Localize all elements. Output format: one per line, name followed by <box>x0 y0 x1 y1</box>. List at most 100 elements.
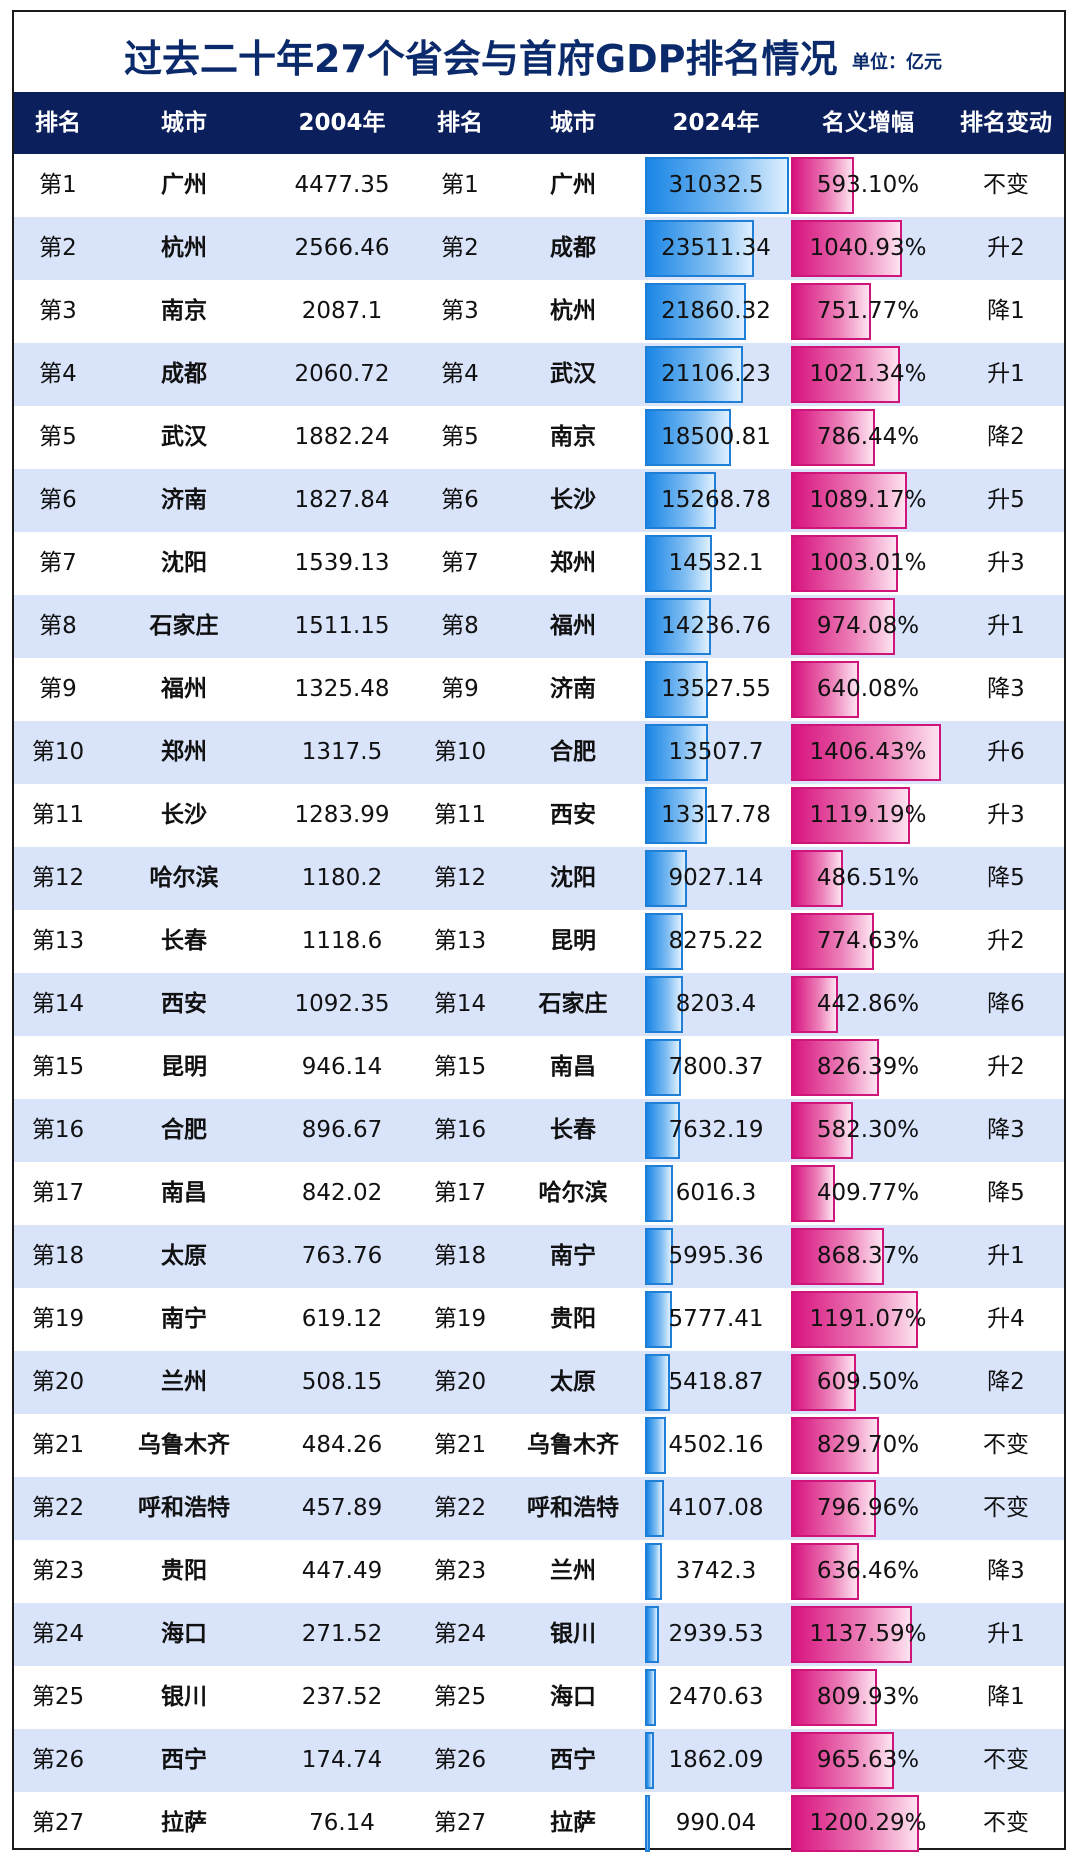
gdp-2024-cell: 31032.5 <box>668 172 764 198</box>
gdp-2024-bar <box>645 1732 654 1789</box>
gdp-2004-cell: 2566.46 <box>294 235 390 261</box>
city-2024-cell: 石家庄 <box>538 991 608 1017</box>
city-2004-cell: 哈尔滨 <box>149 865 219 891</box>
rank-change-cell: 降2 <box>987 424 1025 450</box>
city-2024-cell: 广州 <box>550 172 596 198</box>
gdp-2024-bar <box>645 850 687 907</box>
gdp-2004-cell: 1539.13 <box>294 550 390 576</box>
table-row: 第19 南宁 619.12 第19 贵阳 5777.41 1191.07% 升4 <box>14 1288 1064 1351</box>
growth-bar <box>791 598 895 655</box>
rank-2024-cell: 第10 <box>433 739 487 765</box>
rank-2004-cell: 第9 <box>39 676 77 702</box>
rank-2024-cell: 第26 <box>433 1747 487 1773</box>
table-row: 第5 武汉 1882.24 第5 南京 18500.81 786.44% 降2 <box>14 406 1064 469</box>
city-2004-cell: 西宁 <box>161 1747 207 1773</box>
table-row: 第7 沈阳 1539.13 第7 郑州 14532.1 1003.01% 升3 <box>14 532 1064 595</box>
gdp-2024-cell: 7632.19 <box>668 1117 764 1143</box>
gdp-2024-cell: 3742.3 <box>675 1558 757 1584</box>
rank-2004-cell: 第15 <box>31 1054 85 1080</box>
rank-change-cell: 升5 <box>987 487 1025 513</box>
rank-2024-cell: 第18 <box>433 1243 487 1269</box>
gdp-2004-cell: 763.76 <box>301 1243 383 1269</box>
gdp-2004-cell: 174.74 <box>301 1747 383 1773</box>
rank-change-cell: 降5 <box>987 865 1025 891</box>
city-2004-cell: 乌鲁木齐 <box>138 1432 230 1458</box>
gdp-2024-cell: 4107.08 <box>668 1495 764 1521</box>
city-2004-cell: 海口 <box>161 1621 207 1647</box>
table-row: 第12 哈尔滨 1180.2 第12 沈阳 9027.14 486.51% 降5 <box>14 847 1064 910</box>
rank-2024-cell: 第23 <box>433 1558 487 1584</box>
table-row: 第22 呼和浩特 457.89 第22 呼和浩特 4107.08 796.96% 不变 <box>14 1477 1064 1540</box>
rank-change-cell: 升2 <box>987 928 1025 954</box>
table-row: 第9 福州 1325.48 第9 济南 13527.55 640.08% 降3 <box>14 658 1064 721</box>
rank-2004-cell: 第27 <box>31 1810 85 1836</box>
city-2024-cell: 济南 <box>550 676 596 702</box>
growth-cell: 609.50% <box>816 1369 920 1395</box>
rank-2004-cell: 第12 <box>31 865 85 891</box>
rank-2024-cell: 第9 <box>441 676 479 702</box>
gdp-2004-cell: 1827.84 <box>294 487 390 513</box>
rank-2024-cell: 第20 <box>433 1369 487 1395</box>
gdp-2024-bar <box>645 1354 670 1411</box>
rank-change-cell: 不变 <box>983 1810 1029 1836</box>
growth-cell: 1021.34% <box>809 361 927 387</box>
gdp-2024-bar <box>645 1102 680 1159</box>
growth-cell: 442.86% <box>816 991 920 1017</box>
city-2004-cell: 兰州 <box>161 1369 207 1395</box>
city-2004-cell: 广州 <box>161 172 207 198</box>
rank-2024-cell: 第24 <box>433 1621 487 1647</box>
rank-2024-cell: 第25 <box>433 1684 487 1710</box>
rank-change-cell: 升1 <box>987 361 1025 387</box>
gdp-2024-cell: 21106.23 <box>661 361 771 387</box>
rank-2024-cell: 第11 <box>433 802 487 828</box>
gdp-2024-cell: 990.04 <box>675 1810 757 1836</box>
gdp-2024-bar <box>645 346 743 403</box>
city-2004-cell: 南宁 <box>161 1306 207 1332</box>
rank-2024-cell: 第13 <box>433 928 487 954</box>
gdp-2024-bar <box>645 1417 666 1474</box>
growth-bar <box>791 157 854 214</box>
rank-2004-cell: 第18 <box>31 1243 85 1269</box>
gdp-2024-bar <box>645 472 716 529</box>
rank-2004-cell: 第10 <box>31 739 85 765</box>
table-row: 第20 兰州 508.15 第20 太原 5418.87 609.50% 降2 <box>14 1351 1064 1414</box>
growth-cell: 1406.43% <box>809 739 927 765</box>
gdp-2004-cell: 1283.99 <box>294 802 390 828</box>
city-2004-cell: 武汉 <box>161 424 207 450</box>
gdp-2004-cell: 946.14 <box>301 1054 383 1080</box>
gdp-2024-cell: 21860.32 <box>661 298 771 324</box>
rank-change-cell: 升2 <box>987 1054 1025 1080</box>
gdp-2004-cell: 2060.72 <box>294 361 390 387</box>
city-2004-cell: 昆明 <box>161 1054 207 1080</box>
city-2004-cell: 石家庄 <box>149 613 219 639</box>
gdp-2024-cell: 8275.22 <box>668 928 764 954</box>
gdp-2024-bar <box>645 1795 650 1852</box>
gdp-2024-cell: 18500.81 <box>661 424 771 450</box>
rank-2004-cell: 第26 <box>31 1747 85 1773</box>
table-row: 第15 昆明 946.14 第15 南昌 7800.37 826.39% 升2 <box>14 1036 1064 1099</box>
gdp-2024-bar <box>645 409 731 466</box>
growth-cell: 1191.07% <box>809 1306 927 1332</box>
city-2024-cell: 长春 <box>550 1117 596 1143</box>
gdp-2004-cell: 76.14 <box>309 1810 375 1836</box>
gdp-2004-cell: 2087.1 <box>301 298 383 324</box>
growth-bar <box>791 1228 884 1285</box>
rank-2004-cell: 第7 <box>39 550 77 576</box>
gdp-2024-bar <box>645 283 746 340</box>
table-row: 第17 南昌 842.02 第17 哈尔滨 6016.3 409.77% 降5 <box>14 1162 1064 1225</box>
table-row: 第2 杭州 2566.46 第2 成都 23511.34 1040.93% 升2 <box>14 217 1064 280</box>
gdp-2024-bar <box>645 220 754 277</box>
city-2024-cell: 南宁 <box>550 1243 596 1269</box>
rank-2004-cell: 第20 <box>31 1369 85 1395</box>
city-2024-cell: 成都 <box>550 235 596 261</box>
gdp-2024-cell: 8203.4 <box>675 991 757 1017</box>
growth-bar <box>791 409 875 466</box>
rank-2024-cell: 第12 <box>433 865 487 891</box>
rank-2024-cell: 第2 <box>441 235 479 261</box>
growth-cell: 582.30% <box>816 1117 920 1143</box>
rank-2004-cell: 第25 <box>31 1684 85 1710</box>
rank-2004-cell: 第8 <box>39 613 77 639</box>
gdp-2024-bar <box>645 724 708 781</box>
table-row: 第16 合肥 896.67 第16 长春 7632.19 582.30% 降3 <box>14 1099 1064 1162</box>
rank-change-cell: 降6 <box>987 991 1025 1017</box>
